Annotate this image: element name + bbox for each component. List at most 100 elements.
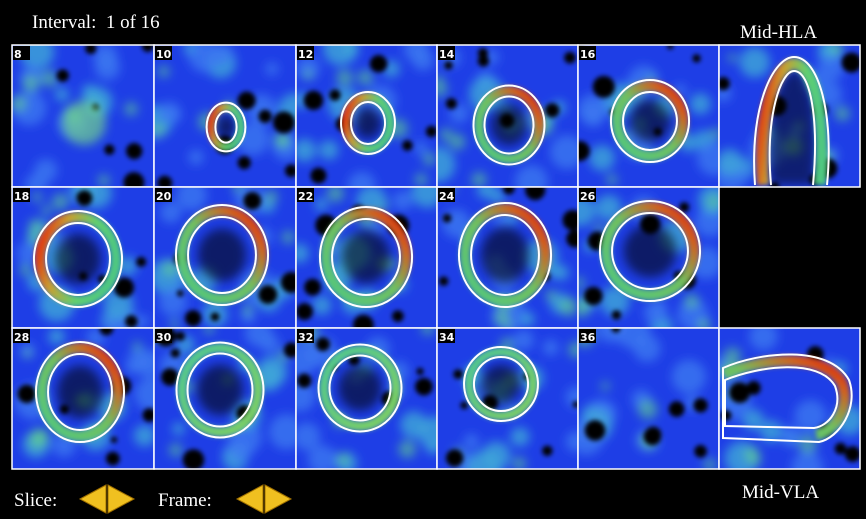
slice-number: 22 [298, 190, 313, 203]
blob [514, 330, 534, 350]
hole [564, 52, 576, 64]
hole [443, 214, 451, 222]
cavity [342, 231, 390, 284]
hole [415, 378, 433, 396]
blob [400, 411, 427, 438]
hole [693, 398, 707, 412]
blob-green [132, 342, 141, 351]
slice-number: 8 [14, 48, 22, 61]
slice-number: 12 [298, 48, 313, 61]
hole [238, 156, 251, 169]
hole [259, 110, 272, 123]
cavity [57, 366, 103, 419]
hole [612, 310, 621, 319]
blob-green [98, 175, 110, 187]
blob-green [11, 95, 27, 111]
tile-image [150, 180, 302, 329]
hole [125, 315, 137, 327]
blob-green [560, 298, 579, 317]
blob [188, 150, 203, 165]
hole [304, 279, 321, 296]
cavity [217, 115, 235, 139]
hole [370, 55, 387, 72]
blob-green [423, 152, 436, 165]
blob [543, 340, 559, 356]
blob-green [23, 349, 32, 358]
blob [230, 440, 252, 462]
blob [137, 315, 149, 327]
slice-number: 34 [439, 331, 455, 344]
blob [464, 434, 479, 449]
hole [729, 382, 750, 403]
blob-green [276, 135, 290, 149]
blob-green [728, 53, 737, 62]
blob [260, 334, 279, 353]
blob [159, 102, 181, 124]
tile-image [713, 40, 861, 192]
hole [453, 369, 463, 379]
blob-green [242, 305, 253, 316]
cavity [338, 365, 381, 411]
blob-green [124, 102, 137, 115]
image-tile [713, 40, 861, 192]
cavity [355, 107, 381, 138]
hole [585, 420, 606, 441]
hole [845, 446, 861, 462]
image-tile: 22 [290, 176, 443, 336]
interval-label: Interval: 1 of 16 [32, 12, 160, 33]
blob-green [545, 290, 556, 301]
image-tile: 10 [141, 39, 311, 190]
hole [426, 126, 437, 137]
hole [185, 310, 201, 326]
image-tile: 30 [149, 319, 304, 471]
hole [446, 98, 457, 109]
tile-image [437, 180, 584, 332]
blob [739, 47, 770, 78]
hole [542, 446, 552, 456]
hole [136, 257, 146, 267]
blob-green [337, 453, 350, 466]
blob-green [398, 440, 416, 458]
blob-green [415, 173, 428, 186]
slice-number: 18 [14, 190, 29, 203]
hole [106, 452, 120, 466]
diffuse [62, 101, 106, 145]
tile-image [149, 319, 304, 471]
blob [577, 94, 607, 124]
blob [781, 426, 800, 445]
blob-green [638, 400, 658, 420]
image-tile: 18 [12, 178, 154, 341]
blob-green [158, 66, 170, 78]
blob-green [835, 106, 850, 121]
blob [644, 301, 667, 324]
blob [414, 141, 427, 154]
tile-image [11, 35, 154, 196]
tile-image [437, 328, 587, 485]
blob-green [358, 70, 374, 86]
image-tile: 20 [150, 180, 302, 329]
blob-green [684, 294, 699, 309]
slice-number: 30 [156, 331, 172, 344]
blob [172, 423, 184, 435]
hole [444, 61, 452, 69]
hole [460, 402, 467, 409]
hole [211, 312, 220, 321]
hole [402, 140, 412, 150]
blob [510, 427, 529, 446]
hole [273, 111, 295, 133]
hole [329, 90, 340, 101]
tile-image [705, 322, 865, 484]
blob-green [265, 190, 278, 203]
hole [297, 374, 311, 388]
hole [644, 428, 662, 446]
blob [589, 145, 615, 171]
slice-number: 32 [298, 331, 313, 344]
blob [672, 360, 706, 394]
cavity [491, 105, 527, 146]
slice-number: 26 [580, 190, 596, 203]
blob-green [22, 75, 39, 92]
blob [393, 191, 413, 211]
image-tile [705, 322, 865, 484]
cavity [55, 234, 101, 284]
blob [319, 140, 338, 159]
